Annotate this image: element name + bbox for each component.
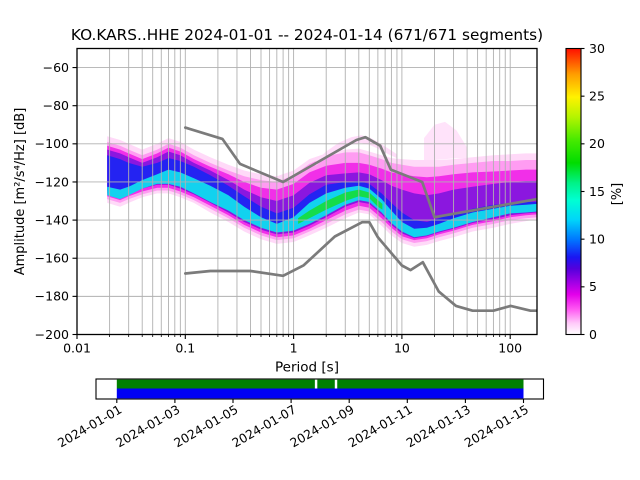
coverage-date-label: 2024-01-03 bbox=[114, 402, 183, 450]
coverage-extent-bar-blue bbox=[116, 388, 524, 399]
plot-title: KO.KARS..HHE 2024-01-01 -- 2024-01-14 (6… bbox=[71, 26, 543, 44]
noise-model-nhnm bbox=[183, 126, 537, 219]
coverage-date-label: 2024-01-01 bbox=[55, 402, 124, 450]
density-cloud bbox=[107, 121, 537, 247]
x-axis-label: Period [s] bbox=[275, 360, 339, 376]
colorbar-label: [%] bbox=[610, 183, 625, 206]
coverage-date-label: 2024-01-07 bbox=[230, 402, 299, 450]
coverage-gap bbox=[314, 379, 318, 389]
coverage-bar: 2024-01-012024-01-032024-01-052024-01-07… bbox=[55, 378, 545, 450]
colorbar-tick-label: 25 bbox=[589, 88, 605, 103]
x-tick-label: 1 bbox=[290, 341, 298, 356]
y-tick-label: −120 bbox=[35, 174, 69, 189]
coverage-date-label: 2024-01-15 bbox=[462, 402, 531, 450]
x-tick-label: 0.1 bbox=[175, 341, 195, 356]
colorbar-tick-label: 10 bbox=[589, 231, 605, 246]
coverage-data-bar-green bbox=[116, 379, 524, 389]
coverage-date-label: 2024-01-09 bbox=[288, 402, 357, 450]
x-tick-label: 0.01 bbox=[63, 341, 91, 356]
colorbar: [%] 0 5 10 15 20 25 30 bbox=[565, 41, 625, 342]
colorbar-tick-label: 20 bbox=[589, 136, 605, 151]
y-tick-label: −180 bbox=[35, 289, 69, 304]
noise-model-lines bbox=[183, 126, 537, 313]
colorbar-gradient bbox=[565, 47, 582, 336]
colorbar-tick-label: 30 bbox=[589, 41, 605, 56]
coverage-date-label: 2024-01-13 bbox=[404, 402, 473, 450]
density-band-ghost-plume-right bbox=[424, 121, 468, 160]
density-band-green-16pct bbox=[298, 189, 383, 224]
axes-frame bbox=[76, 47, 538, 336]
axes-frame-and-ticks: 0.01 0.1 1 10 100 −200 −180 −160 −140 −120 −100 −80… bbox=[35, 47, 538, 356]
y-tick-label: −200 bbox=[35, 327, 69, 342]
grid-lines bbox=[76, 48, 537, 335]
y-tick-label: −80 bbox=[43, 98, 69, 113]
coverage-gap bbox=[334, 379, 338, 389]
colorbar-tick-label: 15 bbox=[589, 184, 605, 199]
colorbar-tick-label: 5 bbox=[589, 279, 597, 294]
y-axis-label: Amplitude [m²/s⁴/Hz] [dB] bbox=[13, 108, 28, 276]
x-tick-label: 10 bbox=[394, 341, 410, 356]
y-tick-label: −100 bbox=[35, 136, 69, 151]
y-tick-label: −140 bbox=[35, 212, 69, 227]
y-tick-label: −160 bbox=[35, 251, 69, 266]
coverage-date-label: 2024-01-11 bbox=[346, 402, 415, 450]
noise-model-nlnm bbox=[183, 220, 537, 313]
x-tick-label: 100 bbox=[498, 341, 522, 356]
coverage-date-label: 2024-01-05 bbox=[172, 402, 241, 450]
colorbar-tick-label: 0 bbox=[589, 327, 597, 342]
y-tick-label: −60 bbox=[43, 60, 69, 75]
